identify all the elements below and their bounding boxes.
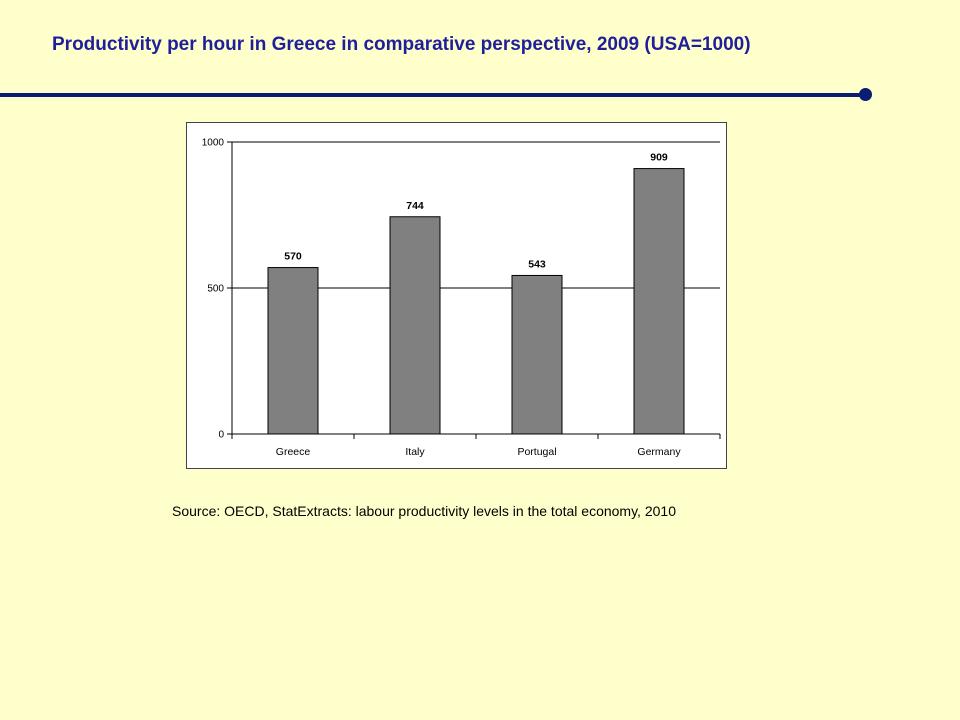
- data-label-portugal: 543: [528, 258, 546, 270]
- data-label-italy: 744: [406, 200, 424, 212]
- bar-italy: [389, 216, 441, 435]
- bar-layer: [267, 168, 685, 435]
- x-tick-label-greece: Greece: [276, 446, 311, 458]
- data-label-greece: 570: [284, 251, 302, 263]
- x-tick-label-portugal: Portugal: [517, 446, 556, 458]
- data-label-germany: 909: [650, 152, 668, 164]
- y-tick-label-0: 0: [218, 430, 224, 441]
- bar-greece: [267, 267, 319, 435]
- slide-title: Productivity per hour in Greece in compa…: [52, 34, 751, 55]
- x-tick-label-italy: Italy: [405, 446, 425, 458]
- label-layer: 570 744 543 909 0 500 1000 Greece Italy Portugal G…: [202, 138, 682, 459]
- axis-layer: [227, 141, 721, 439]
- source-note: Source: OECD, StatExtracts: labour produ…: [172, 503, 676, 519]
- bar-chart: 570 744 543 909 0 500 1000 Greece Italy Portugal G…: [186, 122, 727, 469]
- title-rule-dot: [859, 88, 872, 101]
- y-tick-label-1000: 1000: [202, 138, 225, 149]
- chart-svg: 570 744 543 909 0 500 1000 Greece Italy Portugal G…: [202, 138, 721, 459]
- x-tick-label-germany: Germany: [637, 446, 681, 458]
- bar-germany: [633, 168, 685, 435]
- title-rule: [0, 93, 866, 97]
- bar-portugal: [511, 274, 563, 435]
- y-tick-label-500: 500: [207, 284, 224, 295]
